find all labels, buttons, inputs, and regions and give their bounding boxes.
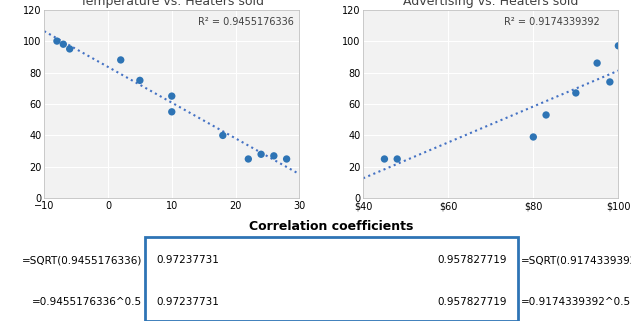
Point (571, 91, 581, 96)
Text: 0.957827719: 0.957827719 (437, 297, 507, 307)
Point (269, 153, 279, 159)
Point (605, 79, 615, 84)
Point (592, 61, 602, 66)
Point (218, 133, 228, 138)
Text: 0.97237731: 0.97237731 (156, 255, 219, 265)
Point (392, 156, 402, 161)
Point (167, 93, 177, 99)
Point (256, 152, 266, 157)
Point (528, 134, 538, 140)
Point (379, 156, 389, 161)
Point (52, 39, 62, 44)
Point (281, 156, 292, 161)
Title: Temperature vs. Heaters sold: Temperature vs. Heaters sold (80, 0, 264, 8)
Text: =SQRT(0.9174339392): =SQRT(0.9174339392) (521, 255, 631, 265)
Point (58, 42, 68, 47)
Point (541, 112, 551, 117)
Text: R² = 0.9174339392: R² = 0.9174339392 (504, 17, 599, 27)
Text: R² = 0.9455176336: R² = 0.9455176336 (198, 17, 294, 27)
Text: =0.9174339392^0.5: =0.9174339392^0.5 (521, 297, 631, 307)
Point (167, 109, 177, 114)
Title: Advertising vs. Heaters sold: Advertising vs. Heaters sold (403, 0, 579, 8)
Text: Correlation coefficients: Correlation coefficients (249, 220, 413, 233)
Point (115, 57, 126, 63)
Text: 0.957827719: 0.957827719 (437, 255, 507, 265)
Point (613, 43, 623, 48)
Text: =SQRT(0.9455176336): =SQRT(0.9455176336) (21, 255, 142, 265)
Text: =0.9455176336^0.5: =0.9455176336^0.5 (32, 297, 142, 307)
Point (135, 78, 145, 83)
Point (244, 156, 254, 161)
Point (64, 46, 74, 51)
Text: 0.97237731: 0.97237731 (156, 297, 219, 307)
FancyBboxPatch shape (144, 237, 518, 321)
